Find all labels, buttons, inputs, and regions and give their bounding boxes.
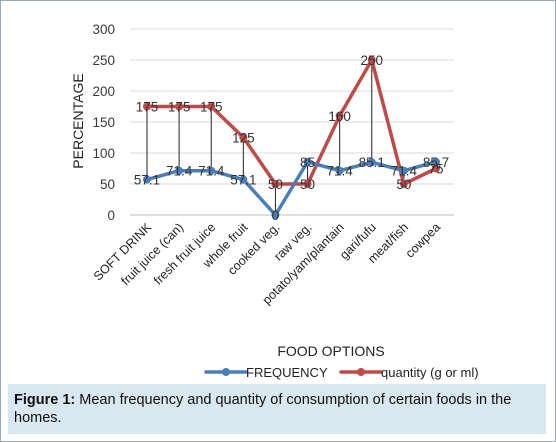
y-tick-label: 50 xyxy=(100,177,115,192)
legend-label: FREQUENCY xyxy=(246,365,328,380)
category-label: cowpea xyxy=(403,220,443,260)
data-label: 50 xyxy=(300,177,315,192)
data-point xyxy=(143,175,151,184)
y-tick-label: 0 xyxy=(107,208,115,223)
data-point xyxy=(143,102,151,111)
y-tick-label: 300 xyxy=(92,22,115,37)
data-label: 57.1 xyxy=(230,173,256,188)
data-label: 75 xyxy=(428,162,443,177)
series-line-frequency xyxy=(145,160,438,217)
caption-label: Figure 1: xyxy=(14,392,76,408)
data-label: 175 xyxy=(136,100,159,115)
data-label: 71.4 xyxy=(391,164,418,179)
data-label: 250 xyxy=(361,53,384,68)
y-axis-ticks: 0 50 100 150 200 250 300 xyxy=(92,22,115,223)
data-label: 57.1 xyxy=(134,173,160,188)
data-label: 50 xyxy=(396,177,411,192)
series-line-quantity xyxy=(145,58,438,186)
series-lines xyxy=(143,56,440,219)
data-label: 71.4 xyxy=(198,164,225,179)
data-point xyxy=(303,180,312,188)
data-point xyxy=(399,166,408,175)
y-axis-title: PERCENTAGE xyxy=(70,73,86,168)
legend-marker xyxy=(357,368,365,376)
data-point xyxy=(175,102,184,111)
y-tick-label: 150 xyxy=(92,115,115,130)
data-point xyxy=(432,164,440,173)
legend-marker xyxy=(222,368,230,376)
figure-caption: Figure 1: Mean frequency and quantity of… xyxy=(14,391,542,427)
legend: FREQUENCY quantity (g or ml) xyxy=(204,365,479,380)
y-tick-label: 250 xyxy=(92,53,115,68)
data-label: 50 xyxy=(268,177,283,192)
data-labels: 57.1 71.4 71.4 57.1 0 85 71.4 85.1 71.4 85.7 175 17… xyxy=(134,53,449,223)
data-point xyxy=(303,157,312,166)
data-point xyxy=(271,211,280,219)
legend-label: quantity (g or ml) xyxy=(381,365,479,380)
data-label: 85 xyxy=(300,155,315,170)
data-label: 71.4 xyxy=(166,164,193,179)
x-axis-title: FOOD OPTIONS xyxy=(277,343,384,359)
y-tick-label: 100 xyxy=(92,146,115,161)
data-label: 85.7 xyxy=(423,155,449,170)
data-point xyxy=(335,111,344,120)
data-label: 175 xyxy=(200,100,223,115)
data-point xyxy=(335,166,344,175)
data-point xyxy=(207,102,216,111)
data-point xyxy=(399,180,408,188)
caption-background xyxy=(8,384,546,434)
data-point xyxy=(367,158,376,167)
y-tick-label: 200 xyxy=(92,84,115,99)
data-label: 0 xyxy=(272,208,280,223)
data-point xyxy=(432,157,440,166)
data-label: 71.4 xyxy=(327,164,354,179)
data-point xyxy=(367,56,376,64)
data-point xyxy=(175,166,184,175)
data-point xyxy=(207,166,216,175)
data-label: 85.1 xyxy=(359,155,385,170)
data-point xyxy=(239,133,248,142)
data-label: 160 xyxy=(328,109,351,124)
data-point xyxy=(271,180,280,188)
data-label: 175 xyxy=(168,100,191,115)
caption-text: Mean frequency and quantity of consumpti… xyxy=(14,392,512,426)
data-label: 125 xyxy=(232,131,255,146)
data-point xyxy=(239,175,248,184)
